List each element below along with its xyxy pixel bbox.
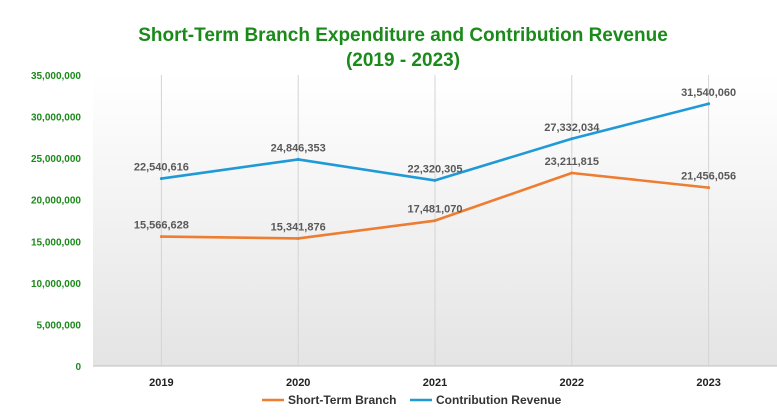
data-point-short-term-branch [296,236,300,240]
data-label-contribution-revenue: 22,320,305 [407,163,462,175]
data-label-short-term-branch: 15,566,628 [134,220,189,232]
y-tick-label: 25,000,000 [31,154,81,165]
x-tick-label: 2020 [286,377,310,389]
x-tick-label: 2019 [149,377,173,389]
legend-label-contribution-revenue: Contribution Revenue [436,393,562,407]
chart-title-line-1: Short-Term Branch Expenditure and Contri… [138,25,668,46]
data-point-contribution-revenue [570,137,574,141]
axes: 0 5,000,000 10,000,000 15,000,000 20,000,000… [31,71,777,389]
data-label-short-term-branch: 17,481,070 [407,204,462,216]
y-tick-label: 10,000,000 [31,279,81,290]
y-tick-label: 0 [75,362,81,373]
data-point-contribution-revenue [159,177,163,181]
y-tick-label: 20,000,000 [31,196,81,207]
data-label-contribution-revenue: 24,846,353 [271,142,326,154]
data-label-short-term-branch: 15,341,876 [271,221,326,233]
data-label-contribution-revenue: 27,332,034 [544,122,600,134]
data-label-short-term-branch: 21,456,056 [681,171,736,183]
data-point-contribution-revenue [707,102,711,106]
x-tick-label: 2021 [423,377,447,389]
data-point-short-term-branch [159,235,163,239]
y-tick-label: 30,000,000 [31,113,81,124]
data-point-contribution-revenue [433,178,437,182]
data-labels: 15,566,628 15,341,876 17,481,070 23,211,815… [134,87,736,234]
legend-label-short-term-branch: Short-Term Branch [288,393,396,407]
series-group [159,102,711,240]
data-label-contribution-revenue: 31,540,060 [681,87,736,99]
data-point-short-term-branch [570,171,574,175]
data-point-short-term-branch [707,186,711,190]
chart-title-line-2: (2019 - 2023) [346,50,460,71]
data-point-contribution-revenue [296,157,300,161]
data-label-contribution-revenue: 22,540,616 [134,162,189,174]
legend: Short-Term Branch Contribution Revenue [262,393,562,407]
y-tick-label: 15,000,000 [31,237,81,248]
x-tick-label: 2022 [560,377,584,389]
y-tick-label: 5,000,000 [37,320,82,331]
x-tick-label: 2023 [696,377,720,389]
y-tick-label: 35,000,000 [31,71,81,82]
data-point-short-term-branch [433,219,437,223]
data-label-short-term-branch: 23,211,815 [545,156,599,168]
